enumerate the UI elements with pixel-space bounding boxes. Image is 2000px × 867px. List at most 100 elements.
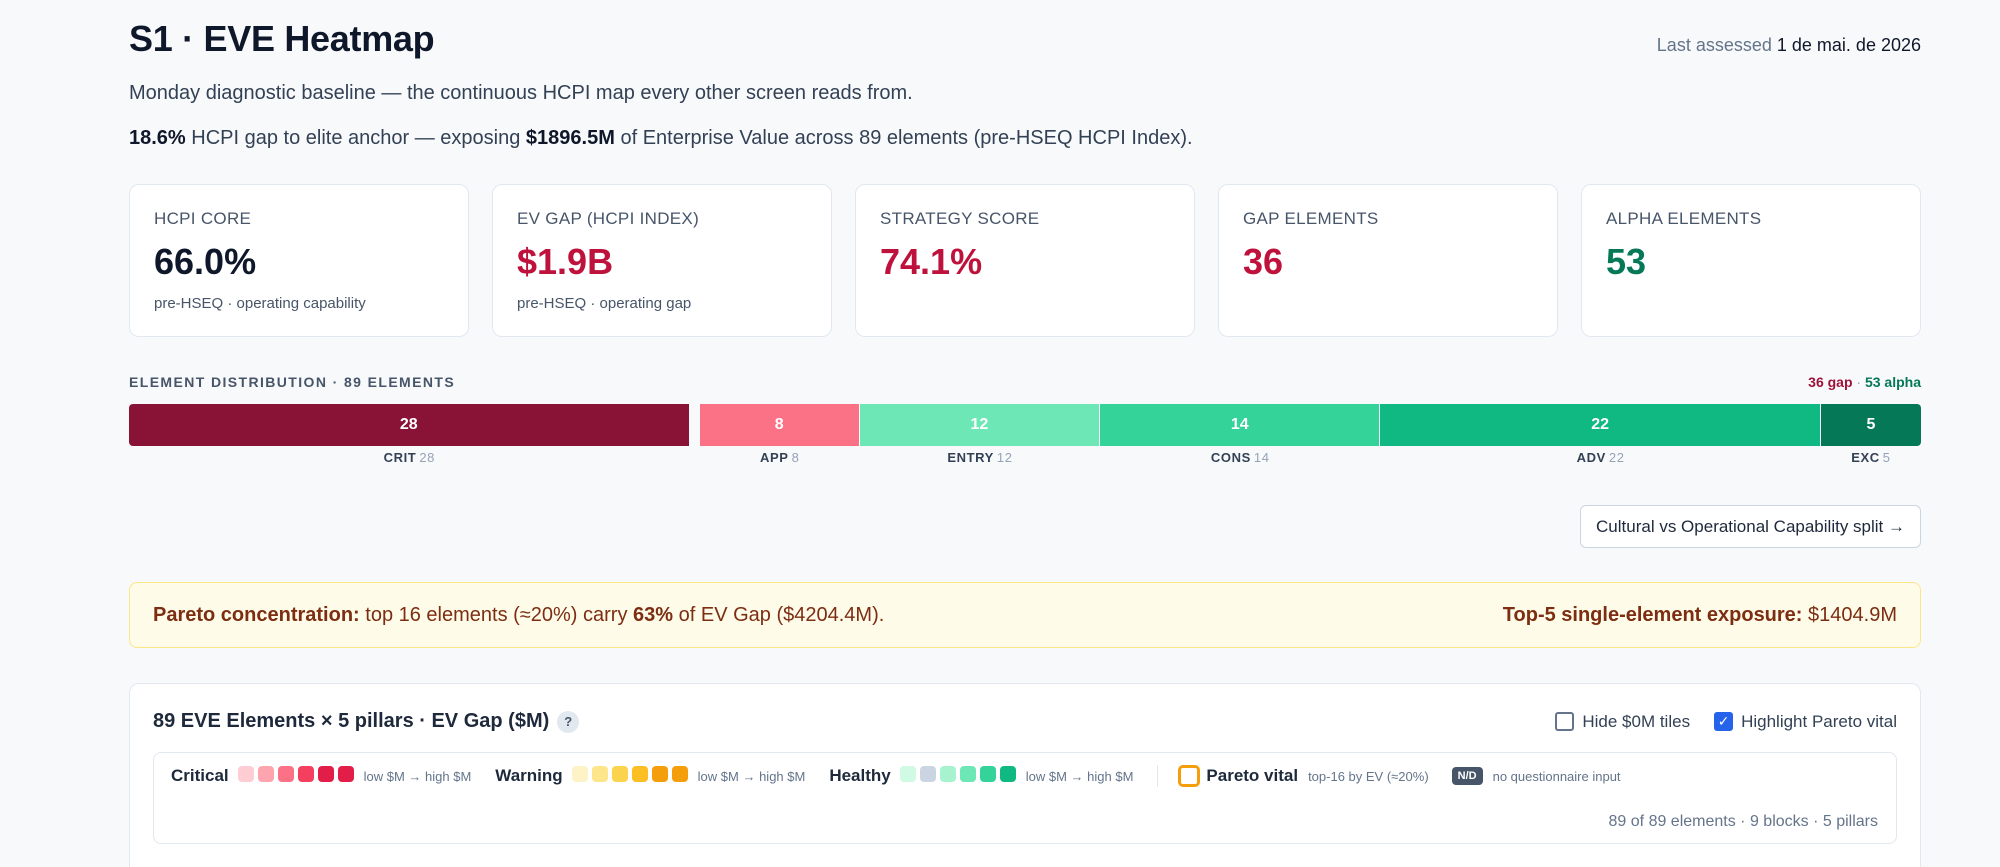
distribution-label-adv: ADV 22: [1576, 450, 1625, 465]
critical-range: low $M → high $M: [363, 768, 472, 784]
kpi-card-strategy-score: STRATEGY SCORE 74.1%: [855, 184, 1195, 337]
warning-swatch: [671, 765, 688, 782]
pareto-vital-desc: top-16 by EV (≈20%): [1308, 768, 1429, 784]
element-counts: 89 of 89 elements · 9 blocks · 5 pillars: [1608, 813, 1878, 830]
nd-desc: no questionnaire input: [1492, 768, 1621, 784]
top5-exposure: Top-5 single-element exposure: $1404.9M: [1503, 604, 1897, 627]
highlight-pareto-label: Highlight Pareto vital: [1741, 711, 1897, 731]
last-assessed-label: Last assessed: [1656, 35, 1772, 55]
help-icon[interactable]: ?: [557, 710, 580, 733]
legend-row: Critical low $M → high $M Warning low $M…: [171, 765, 1879, 787]
healthy-swatch: [899, 765, 916, 782]
healthy-swatches: [899, 765, 1020, 787]
distribution-segment-entry: 12: [859, 404, 1100, 446]
capability-split-button[interactable]: Cultural vs Operational Capability split…: [1580, 505, 1921, 548]
gap-text-1: HCPI gap to elite anchor — exposing: [191, 127, 521, 149]
distribution-labels: CRIT 28 APP 8 ENTRY 12 CONS 14 ADV 22 EXC 5: [129, 450, 1921, 474]
page: S1 · EVE Heatmap Last assessed 1 de mai.…: [129, 0, 1921, 867]
kpi-value: $1.9B: [517, 241, 614, 282]
distribution-legend: 36 gap · 53 alpha: [1808, 374, 1921, 390]
distribution-label-crit: CRIT 28: [383, 450, 436, 465]
page-title: S1 · EVE Heatmap: [129, 18, 435, 59]
ev-amount: $1896.5M: [525, 127, 615, 149]
distribution-label-app: APP 8: [760, 450, 800, 465]
heatmap-title-text: 89 EVE Elements × 5 pillars · EV Gap ($M…: [153, 710, 550, 732]
kpi-value: 36: [1243, 241, 1284, 282]
last-assessed: Last assessed 1 de mai. de 2026: [1657, 35, 1921, 56]
hide-zero-label: Hide $0M tiles: [1582, 711, 1691, 731]
kpi-card-hcpi-core: HCPI CORE 66.0% pre-HSEQ · operating cap…: [129, 184, 469, 337]
warning-swatch: [611, 765, 628, 782]
kpi-value: 74.1%: [880, 241, 983, 282]
legend-separator: ·: [1856, 374, 1862, 390]
top5-label: Top-5 single-element exposure:: [1502, 603, 1803, 626]
gap-pct: 18.6%: [129, 127, 186, 149]
distribution-segment-adv: 22: [1380, 404, 1820, 446]
pareto-label: Pareto concentration:: [153, 603, 360, 626]
top5-value: $1404.9M: [1808, 603, 1897, 626]
kpi-label: EV GAP (HCPI INDEX): [517, 209, 700, 228]
critical-swatch: [257, 765, 274, 782]
healthy-range: low $M → high $M: [1025, 768, 1134, 784]
heatmap-title: 89 EVE Elements × 5 pillars · EV Gap ($M…: [153, 710, 580, 733]
healthy-swatch: [959, 765, 976, 782]
critical-swatch: [337, 765, 354, 782]
warning-swatch: [591, 765, 608, 782]
kpi-value: 53: [1606, 241, 1647, 282]
critical-swatch: [277, 765, 294, 782]
critical-swatch: [237, 765, 254, 782]
gap-count-label: 36 gap: [1808, 374, 1853, 390]
distribution-segment-cons: 14: [1100, 404, 1380, 446]
kpi-card-alpha-elements: ALPHA ELEMENTS 53: [1581, 184, 1921, 337]
critical-swatches: [237, 765, 358, 787]
legend-warning: Warning: [495, 766, 563, 785]
distribution-bar: 28 8 12 14 22 5: [129, 404, 1921, 446]
pareto-vital-swatch: [1178, 765, 1201, 787]
distribution-title: ELEMENT DISTRIBUTION · 89 ELEMENTS: [129, 374, 456, 390]
legend-divider: [1157, 765, 1159, 787]
legend-healthy: Healthy: [829, 766, 891, 785]
warning-swatch: [631, 765, 648, 782]
critical-swatch: [317, 765, 334, 782]
heatmap-toggles: Hide $0M tiles ✓ Highlight Pareto vital: [1555, 712, 1897, 732]
healthy-swatch: [939, 765, 956, 782]
pareto-concentration: Pareto concentration: top 16 elements (≈…: [153, 604, 884, 627]
distribution-label-entry: ENTRY 12: [947, 450, 1013, 465]
kpi-sub: pre-HSEQ · operating gap: [517, 295, 692, 312]
healthy-swatch: [979, 765, 996, 782]
healthy-swatch: [919, 765, 936, 782]
pareto-banner: Pareto concentration: top 16 elements (≈…: [129, 582, 1921, 648]
pareto-pct: 63%: [633, 603, 674, 626]
nd-badge: N/D: [1451, 767, 1483, 785]
page-subtitle: Monday diagnostic baseline — the continu…: [129, 82, 913, 104]
kpi-label: ALPHA ELEMENTS: [1606, 209, 1762, 228]
gap-text-2: of Enterprise Value across 89 elements (…: [620, 127, 1193, 149]
heatmap-panel-header: 89 EVE Elements × 5 pillars · EV Gap ($M…: [153, 710, 1897, 733]
distribution-segment-crit: 28: [129, 404, 689, 446]
legend-critical: Critical: [171, 766, 229, 785]
kpi-row: HCPI CORE 66.0% pre-HSEQ · operating cap…: [129, 184, 1921, 337]
kpi-label: HCPI CORE: [154, 209, 252, 228]
kpi-card-gap-elements: GAP ELEMENTS 36: [1218, 184, 1558, 337]
distribution-segment-exc: 5: [1820, 404, 1921, 446]
hide-zero-checkbox[interactable]: [1555, 712, 1575, 731]
kpi-label: GAP ELEMENTS: [1243, 209, 1379, 228]
hide-zero-toggle[interactable]: Hide $0M tiles: [1555, 712, 1690, 732]
kpi-label: STRATEGY SCORE: [880, 209, 1040, 228]
distribution-label-cons: CONS 14: [1210, 450, 1270, 465]
highlight-pareto-checkbox[interactable]: ✓: [1714, 712, 1734, 731]
critical-swatch: [297, 765, 314, 782]
distribution-header: ELEMENT DISTRIBUTION · 89 ELEMENTS 36 ga…: [129, 374, 1921, 390]
kpi-value: 66.0%: [154, 241, 257, 282]
last-assessed-date: 1 de mai. de 2026: [1776, 35, 1921, 55]
healthy-swatch: [999, 765, 1016, 782]
legend-pareto-vital: Pareto vital: [1206, 766, 1299, 785]
warning-range: low $M → high $M: [697, 768, 806, 784]
warning-swatch: [571, 765, 588, 782]
gap-summary: 18.6% HCPI gap to elite anchor — exposin…: [129, 127, 1921, 150]
page-header: S1 · EVE Heatmap Last assessed 1 de mai.…: [129, 0, 1921, 60]
highlight-pareto-toggle[interactable]: ✓ Highlight Pareto vital: [1714, 712, 1897, 732]
pareto-text-1: top 16 elements (≈20%) carry: [365, 603, 628, 626]
warning-swatch: [651, 765, 668, 782]
heatmap-panel: 89 EVE Elements × 5 pillars · EV Gap ($M…: [129, 683, 1921, 867]
